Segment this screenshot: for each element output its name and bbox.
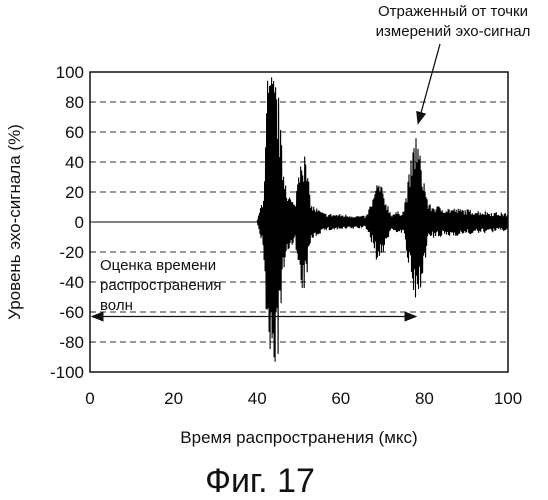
propagation-annotation-line-1: Оценка времени [100,257,216,274]
figure-caption: Фиг. 17 [205,462,315,500]
reflected-echo-annotation-line-1: Отраженный от точки [378,3,528,20]
y-tick-label: 60 [65,123,84,142]
echo-signal-line [90,77,509,362]
reflected-echo-annotation-line-2: измерений эхо-сигнал [376,23,531,40]
x-tick-label: 80 [415,389,434,408]
y-tick-label: -40 [59,273,84,292]
y-tick-label: -100 [50,363,84,382]
x-tick-label: 20 [164,389,183,408]
y-tick-labels: 100 80 60 40 20 0 -20 -40 -60 -80 -100 [50,63,94,382]
x-tick-label: 0 [85,389,94,408]
y-tick-label: -20 [59,243,84,262]
y-tick-label: -60 [59,303,84,322]
propagation-annotation-line-2: распространения [100,277,221,294]
y-tick-label: 100 [56,63,84,82]
x-tick-label: 60 [331,389,350,408]
y-tick-label: 80 [65,93,84,112]
propagation-annotation-line-3: волн [100,297,133,314]
x-tick-label: 100 [494,389,522,408]
y-axis-label: Уровень эхо-сигнала (%) [5,124,24,320]
x-tick-label: 40 [248,389,267,408]
y-tick-label: 40 [65,153,84,172]
x-axis-label: Время распространения (мкс) [180,428,417,447]
x-tick-labels: 0 20 40 60 80 100 [85,389,522,408]
y-tick-label: 0 [75,213,84,232]
y-tick-label: 20 [65,183,84,202]
echo-signal-trace [90,77,509,362]
y-tick-label: -80 [59,333,84,352]
reflected-echo-arrow [416,43,441,125]
